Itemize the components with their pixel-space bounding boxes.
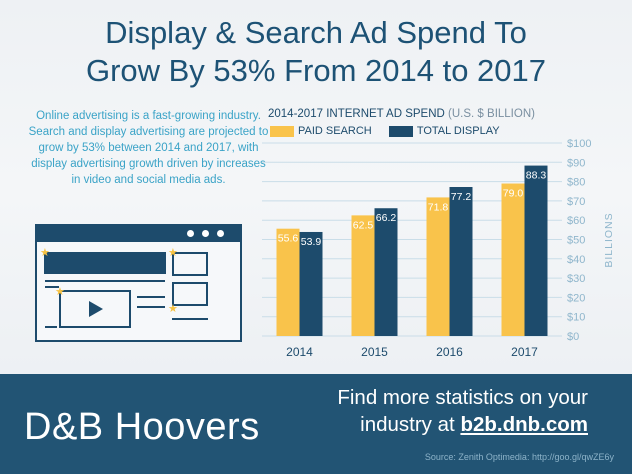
data-label: 88.3 [526,170,547,182]
y-tick-label: $70 [567,196,585,208]
text-line [45,280,165,282]
data-label: 55.6 [278,233,299,245]
video-ad-block [59,290,131,328]
star-icon: ★ [55,286,65,298]
data-label: 79.0 [503,188,524,200]
x-tick-label: 2014 [286,345,313,359]
bar-total-display [524,165,548,336]
legend-swatch [270,125,294,137]
x-tick-label: 2016 [436,345,463,359]
bar-paid-search [276,228,300,336]
legend-label: TOTAL DISPLAY [416,125,500,137]
title-line-2: Grow By 53% From 2014 to 2017 [85,53,547,88]
bar-chart: $0 $10 $20 $30 $40 $50 $60 $70 $80 $90 $100 BILLION… [262,138,615,359]
chart-title: 2014-2017 INTERNET AD SPEND (U.S. $ BILL… [268,108,535,120]
chart-title-main: 2014-2017 INTERNET AD SPEND [268,108,445,120]
intro-text: Online advertising is a fast-growing ind… [28,110,269,186]
star-icon: ★ [168,247,178,259]
title-line-1: Display & Search Ad Spend To [105,15,527,50]
y-tick-label: $60 [567,215,585,227]
data-label: 71.8 [428,201,449,213]
browser-title-bar [37,226,240,242]
page-title: Display & Search Ad Spend To Grow By 53%… [0,14,632,90]
cta-line-1: Find more statistics on your [337,386,588,409]
y-tick-label: $30 [567,273,585,285]
data-label: 53.9 [301,236,322,248]
cta-line-2: industry at [360,413,455,436]
y-axis-label: BILLIONS [603,212,615,267]
text-line [172,318,208,320]
bar-total-display [449,187,473,336]
cta-link[interactable]: b2b.dnb.com [460,413,588,436]
x-tick-label: 2017 [511,345,538,359]
x-tick-label: 2015 [361,345,388,359]
data-label: 66.2 [376,212,397,224]
window-dot-icon [217,230,224,237]
y-tick-label: $100 [567,138,591,150]
browser-illustration-icon: ★ ★ ★ ★ [35,224,242,342]
company-logo: D&B Hoovers [24,406,260,448]
y-tick-label: $40 [567,254,585,266]
star-icon: ★ [168,303,178,315]
window-dot-icon [202,230,209,237]
window-dot-icon [187,230,194,237]
bar-total-display [299,231,323,336]
text-line [137,306,165,308]
bar-paid-search [426,197,450,336]
chart-subtitle: (U.S. $ BILLION) [448,108,535,120]
bar-paid-search [501,183,525,336]
side-ad-block [172,282,208,306]
data-label: 62.5 [353,219,374,231]
text-line [45,286,59,288]
banner-ad-block [44,252,166,274]
y-tick-label: $90 [567,157,585,169]
side-ad-block [172,252,208,276]
data-label: 77.2 [451,191,472,203]
source-note: Source: Zenith Optimedia: http://goo.gl/… [424,452,614,462]
legend-item-paid-search: PAID SEARCH [270,125,372,137]
y-tick-label: $50 [567,235,585,247]
y-tick-label: $20 [567,292,585,304]
text-line [137,296,165,298]
legend-item-total-display: TOTAL DISPLAY [388,125,500,137]
text-line [45,326,57,328]
play-icon [89,301,103,317]
chart-legend: PAID SEARCH TOTAL DISPLAY [270,125,514,140]
bar-total-display [374,208,398,336]
footer-banner [0,374,632,474]
y-tick-label: $0 [567,331,579,343]
y-tick-label: $10 [567,312,585,324]
bar-paid-search [351,215,375,336]
legend-label: PAID SEARCH [298,125,372,137]
star-icon: ★ [40,247,50,259]
legend-swatch [388,125,413,137]
cta-text: Find more statistics on your industry at… [298,384,588,438]
y-tick-label: $80 [567,177,585,189]
